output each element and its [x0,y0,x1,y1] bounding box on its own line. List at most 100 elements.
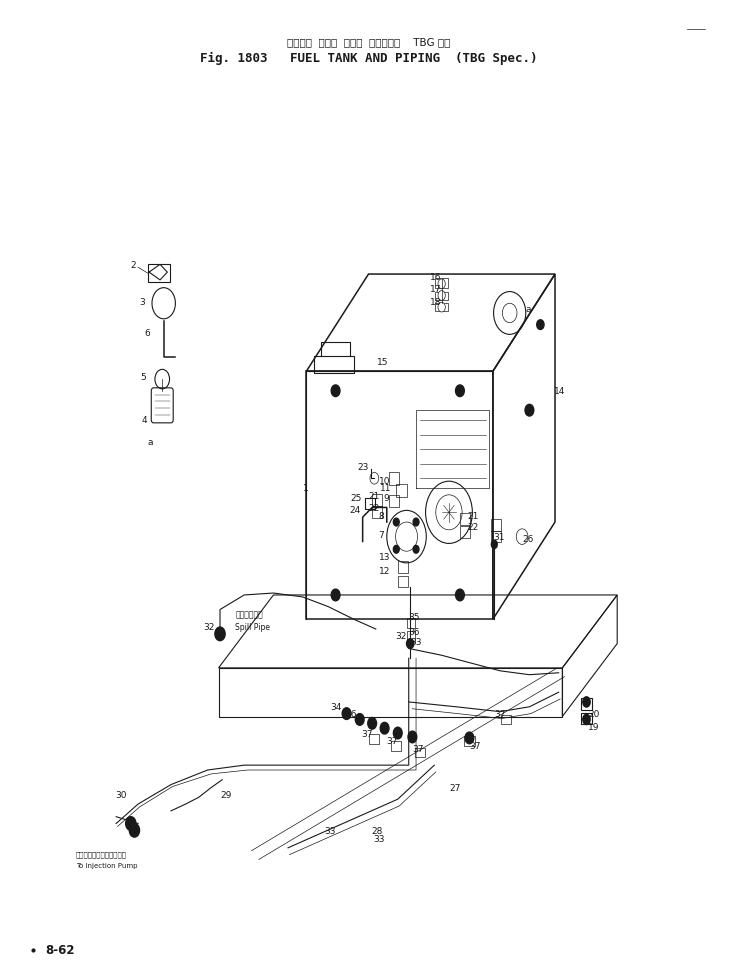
Circle shape [126,817,136,830]
Bar [460,514,470,526]
Bar [398,575,408,587]
Text: 35: 35 [408,613,419,621]
Text: 11: 11 [380,484,392,493]
Bar [464,737,475,745]
Text: 13: 13 [379,552,391,561]
Text: 33: 33 [411,638,422,647]
Circle shape [394,519,399,527]
Text: 37: 37 [495,709,506,718]
Circle shape [438,303,445,313]
Bar [365,498,375,510]
Text: 32: 32 [395,632,406,641]
Bar [372,494,383,506]
Circle shape [491,540,498,550]
Text: 26: 26 [523,534,534,543]
Text: 21: 21 [368,491,380,501]
Circle shape [331,589,340,601]
Text: 20: 20 [588,709,599,718]
Bar [501,715,511,725]
Text: 37: 37 [469,742,481,750]
Text: 3: 3 [139,297,144,307]
Text: 22: 22 [467,523,479,531]
Circle shape [413,519,419,527]
Circle shape [407,639,414,649]
Bar [491,531,501,543]
Text: 18: 18 [430,297,441,307]
Circle shape [215,627,225,641]
Text: Spill Pipe: Spill Pipe [235,622,270,631]
Text: インジェクションポンプへ: インジェクションポンプへ [76,851,127,857]
Bar [397,485,407,497]
Text: 16: 16 [430,273,441,281]
Text: 21: 21 [467,511,479,520]
Bar [407,618,416,628]
Text: 12: 12 [379,567,391,575]
Text: 8-62: 8-62 [45,944,74,956]
Text: a: a [148,438,153,446]
Text: Fig. 1803   FUEL TANK AND PIPING  (TBG Spec.): Fig. 1803 FUEL TANK AND PIPING (TBG Spec… [200,52,537,64]
Circle shape [331,386,340,398]
Text: スピルパイプ: スピルパイプ [235,610,263,618]
Text: 33: 33 [374,833,385,843]
Text: 8: 8 [379,511,385,520]
Text: 9: 9 [383,493,389,503]
Text: 33: 33 [325,826,336,835]
Circle shape [438,279,445,289]
Circle shape [413,546,419,554]
Text: 14: 14 [554,387,566,396]
Bar [435,278,448,288]
Circle shape [438,291,445,301]
Bar [581,699,593,710]
Text: a: a [525,304,531,314]
Bar [407,631,416,641]
Text: 4: 4 [141,416,147,425]
Bar [435,304,448,312]
Circle shape [342,708,351,720]
Circle shape [582,714,591,726]
Bar [581,713,593,725]
Circle shape [355,714,364,726]
Circle shape [408,732,417,743]
Bar [491,520,501,531]
Circle shape [455,589,464,601]
Circle shape [537,320,544,330]
Circle shape [129,824,139,837]
Text: 29: 29 [220,790,231,799]
Text: 28: 28 [371,826,383,835]
Text: 27: 27 [449,784,461,792]
Text: 34: 34 [330,702,341,711]
Circle shape [465,733,474,744]
Text: To Injection Pump: To Injection Pump [76,863,137,869]
Bar [415,747,425,757]
Text: 32: 32 [203,622,214,631]
Text: 36: 36 [408,628,419,637]
Text: 23: 23 [357,463,369,472]
Circle shape [525,404,534,416]
Circle shape [582,697,591,708]
Text: 31: 31 [493,532,504,541]
Text: 5: 5 [140,372,146,381]
Bar [460,527,470,538]
Text: 37: 37 [413,744,424,753]
Text: フェエル  タンク  および  パイピング    TBG 仕様: フェエル タンク および パイピング TBG 仕様 [287,37,450,47]
Circle shape [380,723,389,735]
Circle shape [368,718,377,730]
Text: 2: 2 [130,261,136,270]
Text: 7: 7 [378,531,384,539]
Text: 1: 1 [304,484,310,493]
Text: 15: 15 [377,358,389,366]
Text: 19: 19 [588,722,599,731]
Bar [389,495,399,508]
Circle shape [394,546,399,554]
Bar [435,292,448,301]
Bar [398,562,408,573]
Bar [372,507,383,519]
Text: 30: 30 [116,790,127,799]
Bar [391,742,402,750]
Circle shape [394,728,402,740]
Circle shape [455,386,464,398]
Bar [368,735,379,744]
Text: 37: 37 [386,737,398,745]
Text: 17: 17 [430,285,441,294]
Text: 6: 6 [144,328,150,338]
